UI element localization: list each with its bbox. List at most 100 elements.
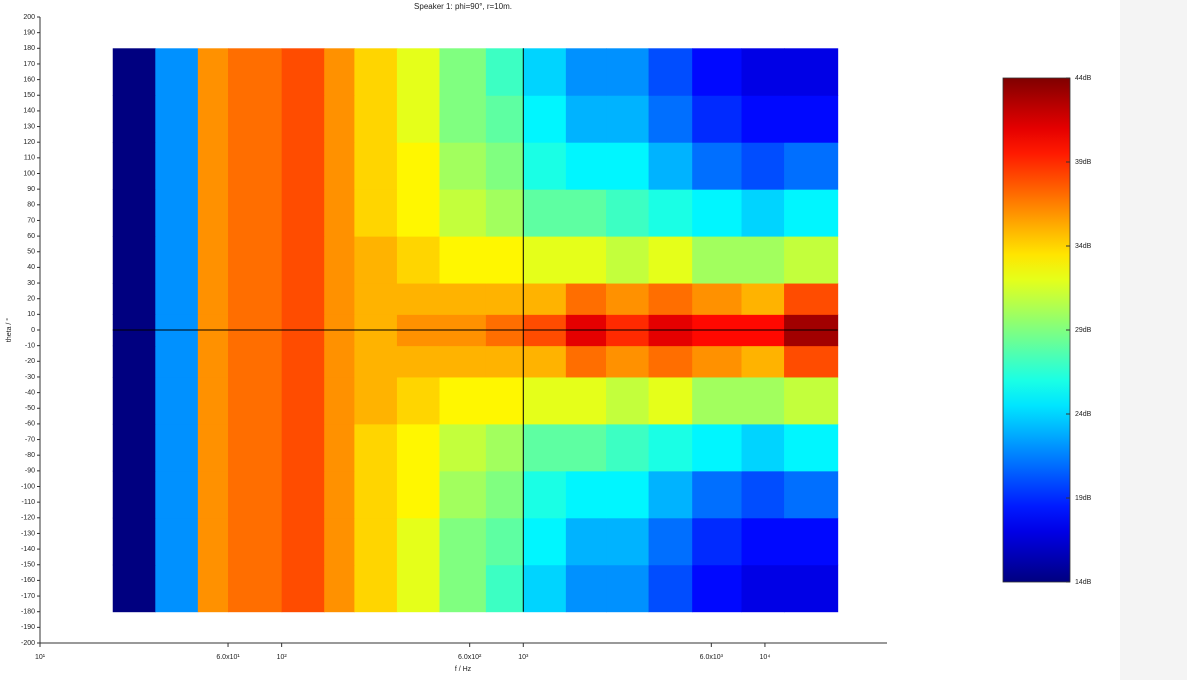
heat-cell [692,376,743,425]
heat-cell [354,423,398,472]
heat-cell [281,470,325,519]
heat-cell [439,376,487,425]
heat-cell [523,345,567,378]
x-tick-label: 6.0x10¹ [216,654,240,661]
heat-cell [155,95,199,143]
y-tick-label: 30 [27,280,35,287]
heat-cell [565,48,607,96]
heat-cell [354,376,398,425]
heat-cell [784,236,839,284]
colorbar-tick-label: 19dB [1075,495,1092,502]
heat-cell [692,517,743,566]
heat-cell [324,283,355,315]
heat-cell [155,376,199,425]
heat-cell [741,283,785,315]
y-tick-label: 120 [23,139,35,146]
y-tick-label: -70 [25,436,35,443]
heat-cell [741,236,785,284]
heat-cell [523,564,567,613]
heat-cell [228,423,283,472]
heat-cell [197,470,229,519]
heat-cell [523,283,567,315]
heat-cell [648,142,693,190]
y-tick-label: -90 [25,468,35,475]
heat-cell [784,48,839,96]
heat-cell [324,48,355,96]
y-tick-label: 130 [23,123,35,130]
y-tick-label: -50 [25,405,35,412]
heat-cell [523,236,567,284]
heat-cell [648,283,693,315]
heat-cell [354,189,398,237]
heat-cell [396,189,440,237]
heat-cell [523,423,567,472]
y-tick-label: 110 [24,155,35,162]
heat-cell [228,48,283,96]
heat-cell [112,345,156,378]
heat-cell [648,423,693,472]
heat-cell [155,517,199,566]
heat-cell [692,564,743,613]
heat-cell [741,423,785,472]
heat-cell [485,48,524,96]
colorbar-tick-label: 39dB [1075,159,1092,166]
heat-cell [324,517,355,566]
heat-cell [228,517,283,566]
y-tick-label: -150 [21,562,35,569]
y-tick-label: -110 [22,499,36,506]
heat-cell [784,564,839,613]
heat-cell [396,48,440,96]
heat-cell [648,345,693,378]
heat-cell [692,423,743,472]
heat-cell [523,189,567,237]
heat-cell [228,376,283,425]
y-tick-label: -60 [25,421,35,428]
y-tick-label: -40 [25,389,35,396]
heat-cell [324,95,355,143]
heat-cell [396,517,440,566]
heat-cell [606,517,650,566]
y-tick-label: 0 [31,327,35,334]
heat-cell [228,189,283,237]
heat-cell [197,189,229,237]
heat-cell [606,345,650,378]
y-tick-label: -30 [25,374,35,381]
heat-cell [741,48,785,96]
heat-cell [197,564,229,613]
heat-cell [228,345,283,378]
y-tick-label: -20 [25,358,35,365]
heat-cell [523,376,567,425]
chart-title: Speaker 1: phi=90°, r=10m. [414,2,512,11]
x-tick-label: 10¹ [35,654,46,661]
heat-cell [281,283,325,315]
y-tick-label: -200 [21,640,35,647]
heat-cell [648,189,693,237]
heat-cell [784,470,839,519]
heat-cell [396,142,440,190]
heat-cell [648,470,693,519]
y-tick-label: 10 [27,311,35,318]
y-tick-label: 90 [27,186,35,193]
heat-cell [324,236,355,284]
heat-cell [648,564,693,613]
x-tick-label: 6.0x10² [458,654,482,661]
heat-cell [523,142,567,190]
heat-cell [281,517,325,566]
y-tick-label: 40 [27,264,35,271]
heat-cell [523,48,567,96]
heat-cell [784,283,839,315]
heat-cell [396,423,440,472]
heat-cell [228,283,283,315]
heat-cell [354,95,398,143]
heat-cell [354,48,398,96]
side-strip [1120,0,1187,680]
heat-cell [784,376,839,425]
heat-cell [197,283,229,315]
y-tick-label: 180 [23,45,35,52]
heat-cell [112,283,156,315]
heat-cell [523,517,567,566]
heat-cell [281,376,325,425]
heat-cell [155,423,199,472]
heat-cell [485,564,524,613]
